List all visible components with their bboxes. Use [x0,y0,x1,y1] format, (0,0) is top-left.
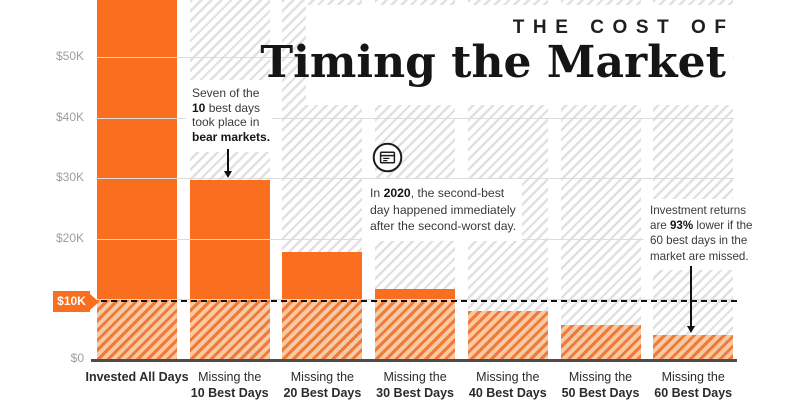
bar-column [189,0,270,360]
y-axis-tick-label: $0 [70,351,84,365]
arrow-down-icon [224,171,232,178]
bar [467,311,548,360]
calendar-icon [372,142,403,173]
bar [282,251,363,360]
bar-above-threshold [375,289,456,300]
x-axis-label: Missing the 40 Best Days [468,370,547,400]
bar [560,325,641,360]
gridline [97,117,734,119]
threshold-dashed-line [91,300,737,302]
y-axis-tick-label: $20K [55,230,84,245]
threshold-tag-label: $10K [57,294,86,308]
bar [375,289,456,360]
y-axis-tick-label: $50K [55,49,84,63]
y-axis-tick-label: $40K [55,109,84,124]
bar-below-threshold [97,299,177,360]
title-kicker: THE COST OF [512,17,735,38]
bar-below-threshold [560,325,641,360]
threshold-tag: $10K [53,291,99,312]
bar-column [97,0,177,360]
x-axis-label: Missing the 50 Best Days [561,370,640,400]
x-axis-label: Missing the 10 Best Days [190,370,269,400]
arrow-down-icon [687,326,695,333]
annotation-returns-93-lower: Investment returns are 93% lower if the 60… [644,199,754,270]
gridline [97,299,734,301]
x-axis-label: Invested All Days [85,370,189,384]
title-block: THE COST OF Timing the Market [260,5,735,105]
bar [97,0,177,360]
x-axis-baseline [91,359,737,362]
bar-below-threshold [653,334,734,360]
annotation-second-best-day: In 2020, the second-best day happened imm… [362,179,522,241]
bar [653,334,734,360]
x-axis-label: Missing the 30 Best Days [376,370,454,400]
x-axis-label: Missing the 20 Best Days [283,370,362,400]
bar-above-threshold [282,251,363,300]
annotation-arrow-line [690,266,692,327]
bar [189,179,270,360]
annotation-bear-markets: Seven of the 10 best days took place in bea… [186,80,272,152]
bar-below-threshold [282,299,363,360]
annotation-arrow-line [227,149,229,172]
page-title: Timing the Market [260,37,726,88]
bar-above-threshold [97,0,177,300]
y-axis-tick-label: $30K [55,170,84,185]
gridline [97,178,734,180]
x-axis-label: Missing the 60 Best Days [654,370,733,400]
bar-below-threshold [189,299,270,360]
bar-below-threshold [467,311,548,360]
bar-below-threshold [375,299,456,360]
